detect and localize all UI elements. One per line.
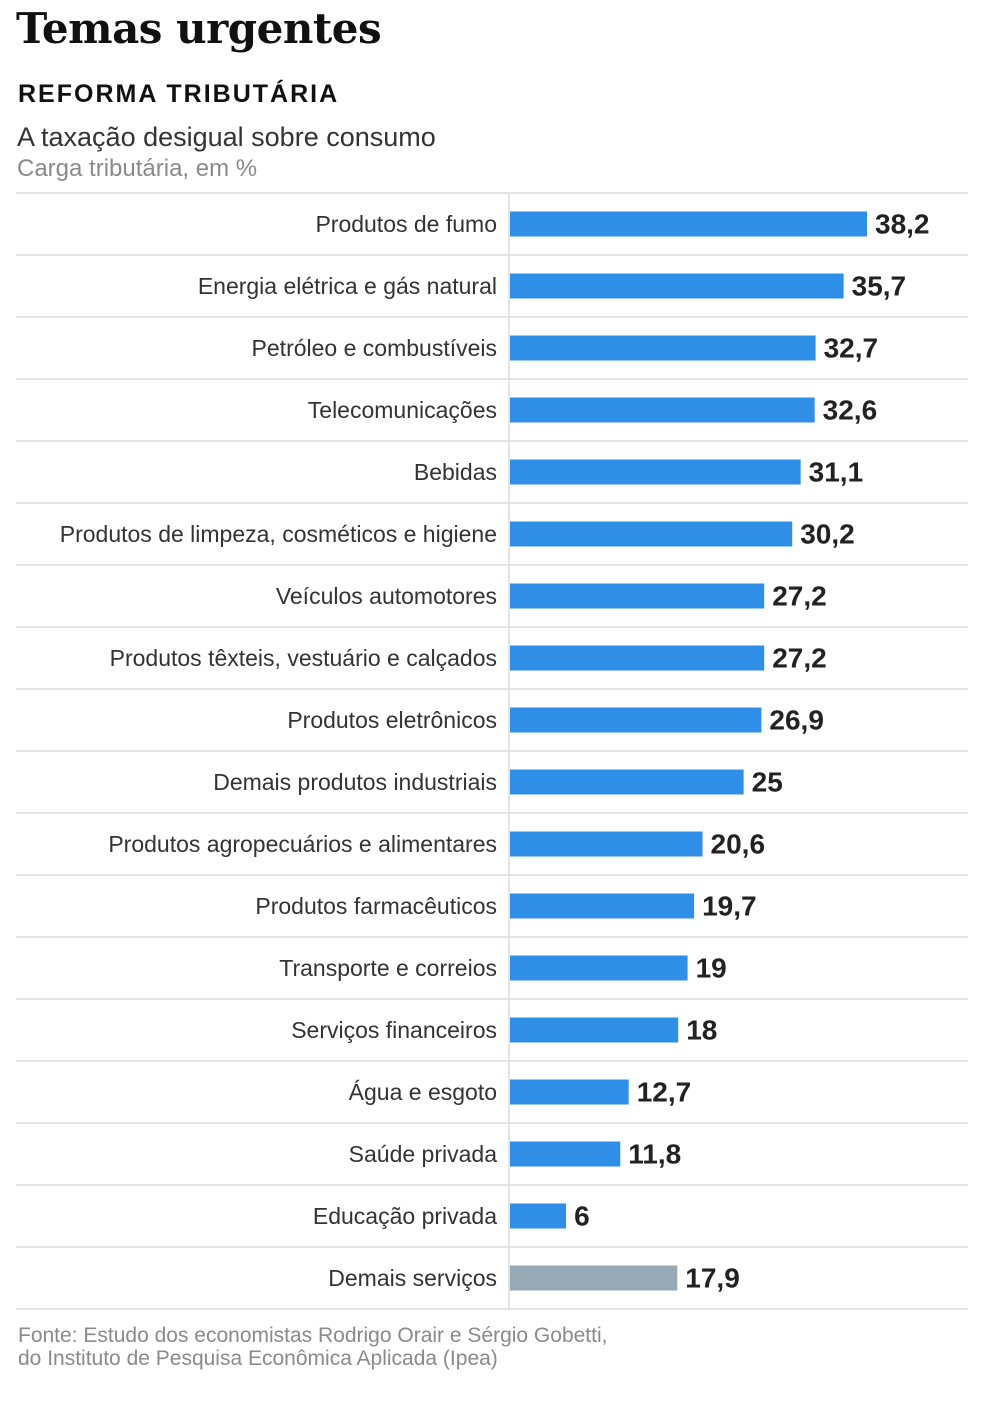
bar (510, 273, 844, 299)
category-label: Produtos de fumo (315, 211, 497, 237)
bar (510, 707, 762, 733)
value-label: 32,7 (824, 333, 879, 364)
value-label: 20,6 (711, 829, 766, 860)
category-label: Telecomunicações (308, 397, 497, 423)
bar (510, 397, 815, 423)
category-label: Educação privada (313, 1203, 497, 1229)
headline: Temas urgentes (16, 4, 382, 53)
value-label: 27,2 (772, 581, 827, 612)
bar (510, 645, 765, 671)
bar (510, 831, 703, 857)
bar (510, 1203, 567, 1229)
category-label: Produtos têxteis, vestuário e calçados (110, 645, 497, 671)
bar (510, 521, 793, 547)
value-label: 19 (696, 953, 727, 984)
category-label: Bebidas (414, 459, 497, 485)
bar (510, 583, 765, 609)
bar (510, 893, 695, 919)
value-label: 18 (686, 1015, 717, 1046)
value-label: 17,9 (685, 1263, 740, 1294)
value-label: 12,7 (637, 1077, 692, 1108)
category-label: Saúde privada (349, 1141, 498, 1167)
bar (510, 1141, 621, 1167)
bar (510, 211, 867, 237)
bar (510, 769, 744, 795)
value-label: 35,7 (852, 271, 907, 302)
bar-chart: Produtos de fumo 38,2 Energia elétrica e g… (16, 192, 968, 1310)
chart-title: A taxação desigual sobre consumo (17, 122, 436, 152)
bar (510, 1265, 678, 1291)
category-label: Serviços financeiros (291, 1017, 497, 1043)
category-label: Demais serviços (328, 1265, 497, 1291)
value-label: 6 (574, 1201, 590, 1232)
source-note: Fonte: Estudo dos economistas Rodrigo Or… (18, 1324, 607, 1370)
section-kicker: REFORMA TRIBUTÁRIA (18, 80, 340, 108)
bar (510, 955, 688, 981)
category-label: Veículos automotores (276, 583, 497, 609)
category-label: Produtos farmacêuticos (255, 893, 497, 919)
chart-subtitle: Carga tributária, em % (17, 155, 258, 182)
category-label: Produtos agropecuários e alimentares (108, 831, 497, 857)
value-label: 32,6 (823, 395, 878, 426)
bar (510, 1079, 629, 1105)
category-label: Produtos de limpeza, cosméticos e higien… (60, 521, 497, 547)
value-label: 19,7 (702, 891, 757, 922)
source-line-1: Fonte: Estudo dos economistas Rodrigo Or… (18, 1324, 608, 1347)
category-label: Energia elétrica e gás natural (198, 273, 497, 299)
category-label: Água e esgoto (349, 1079, 497, 1105)
value-label: 31,1 (809, 457, 864, 488)
value-label: 11,8 (628, 1139, 681, 1170)
value-label: 30,2 (800, 519, 855, 550)
category-label: Demais produtos industriais (213, 769, 497, 795)
value-label: 27,2 (772, 643, 827, 674)
source-line-2: do Instituto de Pesquisa Econômica Aplic… (18, 1347, 498, 1370)
value-label: 26,9 (769, 705, 824, 736)
bar (510, 1017, 679, 1043)
bar (510, 335, 816, 361)
bar (510, 459, 801, 485)
category-label: Transporte e correios (279, 955, 497, 981)
value-label: 38,2 (875, 209, 930, 240)
category-label: Produtos eletrônicos (287, 707, 497, 733)
value-label: 25 (752, 767, 783, 798)
category-label: Petróleo e combustíveis (252, 335, 497, 361)
